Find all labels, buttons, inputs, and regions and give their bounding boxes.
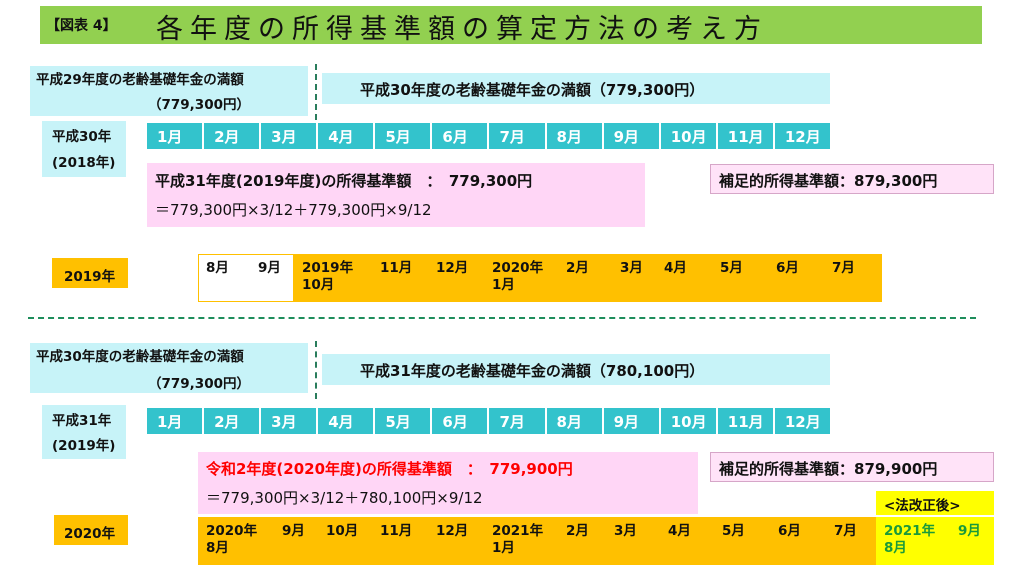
timeline-month: 11月 xyxy=(380,260,413,276)
month-cell: 3月 xyxy=(261,408,319,434)
timeline-month: 10月 xyxy=(326,523,359,539)
s1-timeline-fiscal xyxy=(294,254,882,302)
s1-divider xyxy=(315,64,317,120)
s2-law-change-label: <法改正後> xyxy=(884,498,961,514)
s2-curr-pension-label: 平成31年度の老齢基礎年金の満額（780,100円） xyxy=(360,362,705,380)
s1-year-line2: (2018年) xyxy=(52,155,116,171)
s2-timeline-after-law xyxy=(876,517,994,565)
month-cell: 1月 xyxy=(147,408,205,434)
month-cell: 2月 xyxy=(204,408,262,434)
timeline-month: 4月 xyxy=(668,523,691,539)
s1-month-bar: 1月 2月 3月 4月 5月 6月 7月 8月 9月 10月 11月 12月 xyxy=(147,123,830,149)
timeline-month: 2020年 8月 xyxy=(206,523,258,556)
month-cell: 11月 xyxy=(718,408,775,434)
month-cell: 5月 xyxy=(375,123,433,149)
month-cell: 10月 xyxy=(661,123,718,149)
month-cell: 8月 xyxy=(547,408,604,434)
s2-year-box: 平成31年 (2019年) xyxy=(42,405,126,459)
s2-supplement-label: 補足的所得基準額：879,900円 xyxy=(719,460,938,478)
s1-fiscal-year-label: 2019年 xyxy=(64,269,116,285)
month-cell: 11月 xyxy=(718,123,775,149)
month-cell: 6月 xyxy=(432,408,490,434)
s2-prev-pension-box: 平成30年度の老齢基礎年金の満額 （779,300円） xyxy=(30,343,308,393)
timeline-month: 6月 xyxy=(778,523,801,539)
s2-calc-formula: ＝779,300円×3/12＋780,100円×9/12 xyxy=(206,489,483,507)
s2-divider xyxy=(315,341,317,399)
month-cell: 6月 xyxy=(432,123,490,149)
timeline-month: 2月 xyxy=(566,523,589,539)
timeline-month: 9月 xyxy=(258,260,281,276)
s1-timeline: 8月 9月 2019年 10月 11月 12月 2020年 1月 2月 3月 4月 5月 6月 7月 xyxy=(198,254,882,302)
timeline-month: 11月 xyxy=(380,523,413,539)
s2-timeline-fiscal xyxy=(198,517,876,565)
month-cell: 3月 xyxy=(261,123,319,149)
timeline-month: 8月 xyxy=(206,260,229,276)
month-cell: 7月 xyxy=(489,123,547,149)
s2-prev-pension-line2: （779,300円） xyxy=(148,376,250,392)
month-cell: 8月 xyxy=(547,123,604,149)
s2-fiscal-year-label: 2020年 xyxy=(64,526,116,542)
s2-prev-pension-line1: 平成30年度の老齢基礎年金の満額 xyxy=(36,349,244,365)
section-separator xyxy=(28,317,976,319)
month-cell: 4月 xyxy=(318,123,376,149)
s2-supplement-box: 補足的所得基準額：879,900円 xyxy=(710,452,994,482)
timeline-month: 7月 xyxy=(832,260,855,276)
month-cell: 2月 xyxy=(204,123,262,149)
s1-prev-pension-line2: （779,300円） xyxy=(148,97,250,113)
s1-fiscal-year-box: 2019年 xyxy=(52,258,128,288)
s2-timeline: 2020年 8月 9月 10月 11月 12月 2021年 1月 2月 3月 4月 5月 6月 7月 202… xyxy=(198,517,994,565)
title-banner: 【図表 4】 各年度の所得基準額の算定方法の考え方 xyxy=(40,6,982,45)
timeline-month: 12月 xyxy=(436,260,469,276)
timeline-month: 4月 xyxy=(664,260,687,276)
s1-year-box: 平成30年 (2018年) xyxy=(42,121,126,177)
timeline-month: 2020年 1月 xyxy=(492,260,544,293)
s2-fiscal-year-box: 2020年 xyxy=(54,515,128,545)
s2-curr-pension-box: 平成31年度の老齢基礎年金の満額（780,100円） xyxy=(322,354,830,385)
timeline-month: 3月 xyxy=(614,523,637,539)
s2-calc-box: 令和2年度(2020年度)の所得基準額 ： 779,900円 ＝779,300円… xyxy=(198,452,698,514)
timeline-month: 9月 xyxy=(282,523,305,539)
timeline-month: 6月 xyxy=(776,260,799,276)
timeline-month: 5月 xyxy=(722,523,745,539)
month-cell: 9月 xyxy=(604,123,661,149)
month-cell: 4月 xyxy=(318,408,376,434)
s1-curr-pension-label: 平成30年度の老齢基礎年金の満額（779,300円） xyxy=(360,81,705,99)
timeline-month: 12月 xyxy=(436,523,469,539)
timeline-month: 2021年 1月 xyxy=(492,523,544,556)
s1-supplement-box: 補足的所得基準額：879,300円 xyxy=(710,164,994,194)
s2-year-line1: 平成31年 xyxy=(52,413,112,429)
s2-year-line2: (2019年) xyxy=(52,438,116,454)
s2-law-change-box: <法改正後> xyxy=(876,491,994,515)
timeline-month: 2月 xyxy=(566,260,589,276)
month-cell: 5月 xyxy=(375,408,433,434)
timeline-month: 3月 xyxy=(620,260,643,276)
month-cell: 10月 xyxy=(661,408,718,434)
figure-tag: 【図表 4】 xyxy=(46,18,117,34)
s2-calc-title: 令和2年度(2020年度)の所得基準額 ： 779,900円 xyxy=(206,460,573,478)
s2-month-bar: 1月 2月 3月 4月 5月 6月 7月 8月 9月 10月 11月 12月 xyxy=(147,408,830,434)
month-cell: 12月 xyxy=(784,412,821,431)
s1-calc-box: 平成31年度(2019年度)の所得基準額 ： 779,300円 ＝779,300… xyxy=(147,163,645,227)
s1-calc-formula: ＝779,300円×3/12＋779,300円×9/12 xyxy=(155,201,432,219)
timeline-month: 9月 xyxy=(958,523,981,539)
timeline-month: 7月 xyxy=(834,523,857,539)
s1-supplement-label: 補足的所得基準額：879,300円 xyxy=(719,172,938,190)
month-cell: 1月 xyxy=(147,123,205,149)
figure-title: 各年度の所得基準額の算定方法の考え方 xyxy=(156,14,768,45)
s1-timeline-pre xyxy=(198,254,294,302)
month-cell: 9月 xyxy=(604,408,661,434)
timeline-month: 2019年 10月 xyxy=(302,260,354,293)
month-cell: 12月 xyxy=(784,127,821,146)
s1-prev-pension-line1: 平成29年度の老齢基礎年金の満額 xyxy=(36,72,244,88)
s1-curr-pension-box: 平成30年度の老齢基礎年金の満額（779,300円） xyxy=(322,73,830,104)
s1-calc-title: 平成31年度(2019年度)の所得基準額 ： 779,300円 xyxy=(155,172,533,190)
s1-year-line1: 平成30年 xyxy=(52,129,112,145)
timeline-month: 2021年 8月 xyxy=(884,523,936,556)
s1-prev-pension-box: 平成29年度の老齢基礎年金の満額 （779,300円） xyxy=(30,66,308,116)
timeline-month: 5月 xyxy=(720,260,743,276)
month-cell: 7月 xyxy=(489,408,547,434)
